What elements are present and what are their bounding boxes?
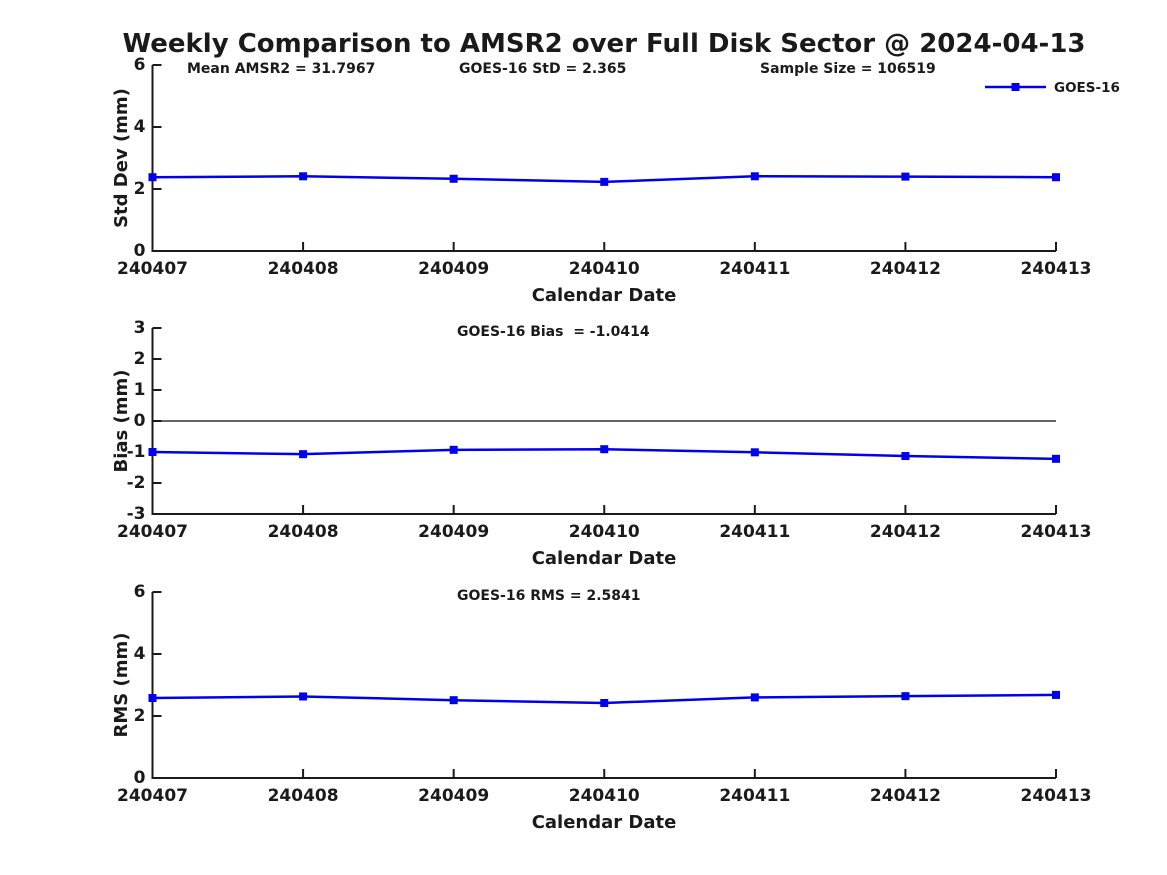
annotation-sample-size: Sample Size = 106519	[760, 61, 936, 77]
annotation-goes16-rms: GOES-16 RMS = 2.5841	[457, 588, 641, 604]
y-axis-label-bias: Bias (mm)	[111, 370, 132, 473]
x-tick-label: 240407	[117, 786, 188, 806]
data-point-marker	[750, 172, 759, 181]
y-tick-label: 1	[134, 380, 146, 400]
y-tick-label: 6	[134, 582, 146, 602]
data-point-marker	[750, 448, 759, 457]
legend: GOES-16	[985, 80, 1120, 96]
legend-marker-square	[1011, 83, 1020, 91]
data-point-marker	[299, 450, 308, 459]
data-point-marker	[600, 445, 609, 454]
subplot-std-dev: Mean AMSR2 = 31.7967 GOES-16 StD = 2.365…	[111, 55, 1120, 306]
data-point-marker	[148, 173, 157, 182]
x-tick-label: 240408	[268, 259, 339, 279]
x-tick-label: 240412	[870, 522, 941, 542]
y-tick-label: -2	[127, 473, 146, 493]
data-point-marker	[1052, 690, 1060, 699]
x-tick-label: 240411	[719, 522, 790, 542]
x-tick-label: 240411	[719, 786, 790, 806]
data-point-marker	[1052, 454, 1060, 463]
data-point-marker	[901, 172, 910, 181]
x-tick-label: 240412	[870, 786, 941, 806]
x-tick-label: 240412	[870, 259, 941, 279]
data-point-marker	[449, 696, 458, 705]
y-tick-label: 0	[134, 411, 146, 431]
x-axis-label-calendar-date: Calendar Date	[532, 812, 677, 833]
x-tick-label: 240410	[569, 786, 640, 806]
y-axis-label-std-dev: Std Dev (mm)	[111, 88, 132, 228]
y-tick-label: 3	[134, 318, 146, 338]
x-tick-label: 240407	[117, 259, 188, 279]
y-tick-label: 2	[134, 349, 146, 369]
y-tick-label: 2	[134, 179, 146, 199]
x-tick-label: 240410	[569, 259, 640, 279]
data-point-marker	[148, 694, 157, 703]
chart-title: Weekly Comparison to AMSR2 over Full Dis…	[122, 29, 1085, 59]
data-point-marker	[449, 174, 458, 183]
y-tick-label: 2	[134, 706, 146, 726]
data-point-marker	[299, 172, 308, 181]
x-tick-label: 240413	[1021, 259, 1092, 279]
y-tick-label: 6	[134, 55, 146, 75]
data-point-marker	[901, 692, 910, 701]
y-tick-label: 4	[134, 117, 146, 137]
x-tick-label: 240409	[418, 786, 489, 806]
axes-spines	[151, 592, 1056, 779]
y-tick-label: -1	[127, 442, 146, 462]
plot-area-bias: -3 -2 -1 0 1 2 3 240407 240408 240409 240410 240411…	[117, 318, 1091, 542]
x-axis-label-calendar-date: Calendar Date	[532, 548, 677, 569]
x-tick-label: 240408	[268, 522, 339, 542]
data-point-marker	[901, 452, 910, 461]
y-tick-label: 4	[134, 644, 146, 664]
axes-spines	[151, 65, 1056, 252]
x-tick-label: 240409	[418, 259, 489, 279]
x-tick-label: 240409	[418, 522, 489, 542]
x-tick-label: 240411	[719, 259, 790, 279]
legend-label: GOES-16	[1054, 80, 1120, 96]
plot-area-rms: 0 2 4 6 240407 240408 240409 240410 240411 240412…	[117, 582, 1091, 806]
x-tick-label: 240413	[1021, 786, 1092, 806]
y-tick-label: 0	[134, 768, 146, 788]
x-tick-label: 240407	[117, 522, 188, 542]
data-point-marker	[299, 692, 308, 701]
x-axis-label-calendar-date: Calendar Date	[532, 285, 677, 306]
data-point-marker	[449, 445, 458, 454]
y-axis-label-rms: RMS (mm)	[111, 633, 132, 738]
data-point-marker	[1052, 173, 1060, 182]
annotation-goes16-std: GOES-16 StD = 2.365	[459, 61, 626, 77]
data-point-marker	[148, 448, 157, 456]
data-point-marker	[750, 693, 759, 702]
x-tick-label: 240410	[569, 522, 640, 542]
annotation-mean-amsr2: Mean AMSR2 = 31.7967	[187, 61, 375, 77]
subplot-rms: GOES-16 RMS = 2.5841 RMS (mm) Calendar D…	[111, 582, 1091, 833]
plot-area-std-dev: 0 2 4 6 240407 240408 240409 240410 240411 240412…	[117, 55, 1091, 279]
data-point-marker	[600, 698, 609, 707]
x-tick-label: 240408	[268, 786, 339, 806]
x-tick-label: 240413	[1021, 522, 1092, 542]
subplot-bias: GOES-16 Bias = -1.0414 Bias (mm) Calenda…	[111, 318, 1091, 569]
data-point-marker	[600, 177, 609, 186]
annotation-goes16-bias: GOES-16 Bias = -1.0414	[457, 324, 650, 340]
y-tick-label: 0	[134, 241, 146, 261]
y-tick-label: -3	[127, 504, 146, 524]
